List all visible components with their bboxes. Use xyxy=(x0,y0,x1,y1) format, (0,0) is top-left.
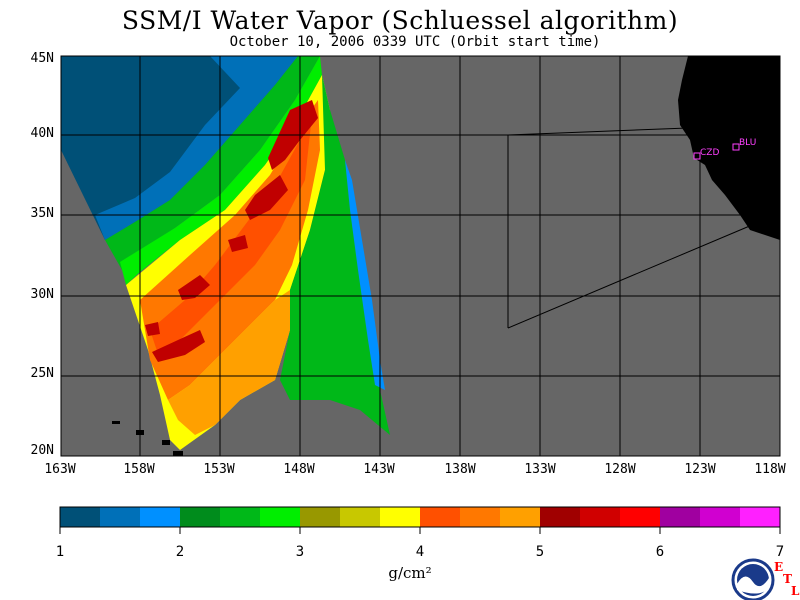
colorbar-swatch xyxy=(700,507,740,527)
swath-band-green-west xyxy=(105,56,320,270)
lon-label: 163W xyxy=(44,462,76,477)
colorbar-swatch xyxy=(340,507,380,527)
land-california xyxy=(678,56,780,240)
lon-label: 123W xyxy=(684,462,716,477)
colorbar-swatch xyxy=(540,507,580,527)
swath-band-dark-orange xyxy=(150,115,312,360)
station-czd-marker xyxy=(693,152,701,160)
colorbar-swatch xyxy=(580,507,620,527)
station-blu-marker xyxy=(732,143,740,151)
colorbar-swatch xyxy=(260,507,300,527)
colorbar-swatch xyxy=(620,507,660,527)
colorbar xyxy=(59,506,781,534)
swath-band-east-blue xyxy=(345,160,385,390)
colorbar-unit-label: g/cm² xyxy=(388,564,432,582)
colorbar-tick-label: 5 xyxy=(535,544,545,560)
colorbar-swatch xyxy=(380,507,420,527)
swath-band-blue xyxy=(95,56,298,240)
page-title: SSM/I Water Vapor (Schluessel algorithm) xyxy=(121,6,679,35)
graticule xyxy=(61,56,780,456)
lat-label: 35N xyxy=(30,206,54,221)
colorbar-swatch xyxy=(420,507,460,527)
lon-label: 153W xyxy=(203,462,235,477)
swath-band-south-orange xyxy=(168,290,290,435)
lon-label: 143W xyxy=(363,462,395,477)
colorbar-swatch xyxy=(100,507,140,527)
colorbar-swatch xyxy=(300,507,340,527)
lon-label: 158W xyxy=(123,462,155,477)
colorbar-tick-label: 7 xyxy=(775,544,785,560)
lon-label: 128W xyxy=(604,462,636,477)
lat-label: 40N xyxy=(30,126,54,141)
overpass-lines xyxy=(507,127,753,329)
lat-label: 20N xyxy=(30,443,54,458)
colorbar-swatch xyxy=(660,507,700,527)
colorbar-tick-label: 2 xyxy=(175,544,185,560)
page-subtitle: October 10, 2006 0339 UTC (Orbit start t… xyxy=(229,34,601,50)
colorbar-swatch xyxy=(500,507,540,527)
colorbar-tick-label: 3 xyxy=(295,544,305,560)
station-blu-label: BLU xyxy=(739,138,757,148)
colorbar-swatch xyxy=(180,507,220,527)
lat-label: 25N xyxy=(30,366,54,381)
etl-letter-t: T xyxy=(783,572,792,586)
lon-label: 133W xyxy=(524,462,556,477)
swath-band-east-green xyxy=(280,75,390,435)
colorbar-swatch xyxy=(60,507,100,527)
colorbar-tick-label: 1 xyxy=(55,544,65,560)
colorbar-swatch xyxy=(460,507,500,527)
colorbar-swatch xyxy=(140,507,180,527)
colorbar-swatch xyxy=(220,507,260,527)
etl-letter-e: E xyxy=(774,560,784,574)
station-markers xyxy=(693,143,740,160)
lon-label: 138W xyxy=(444,462,476,477)
colorbar-tick-label: 4 xyxy=(415,544,425,560)
map-frame xyxy=(60,55,781,457)
lat-label: 30N xyxy=(30,287,54,302)
lon-label: 148W xyxy=(283,462,315,477)
noaa-logo xyxy=(731,558,775,600)
lon-label: 118W xyxy=(754,462,786,477)
station-czd-label: CZD xyxy=(700,148,720,158)
lat-label: 45N xyxy=(30,51,54,66)
etl-letter-l: L xyxy=(791,584,800,598)
colorbar-swatch xyxy=(740,507,780,527)
colorbar-tick-label: 6 xyxy=(655,544,665,560)
